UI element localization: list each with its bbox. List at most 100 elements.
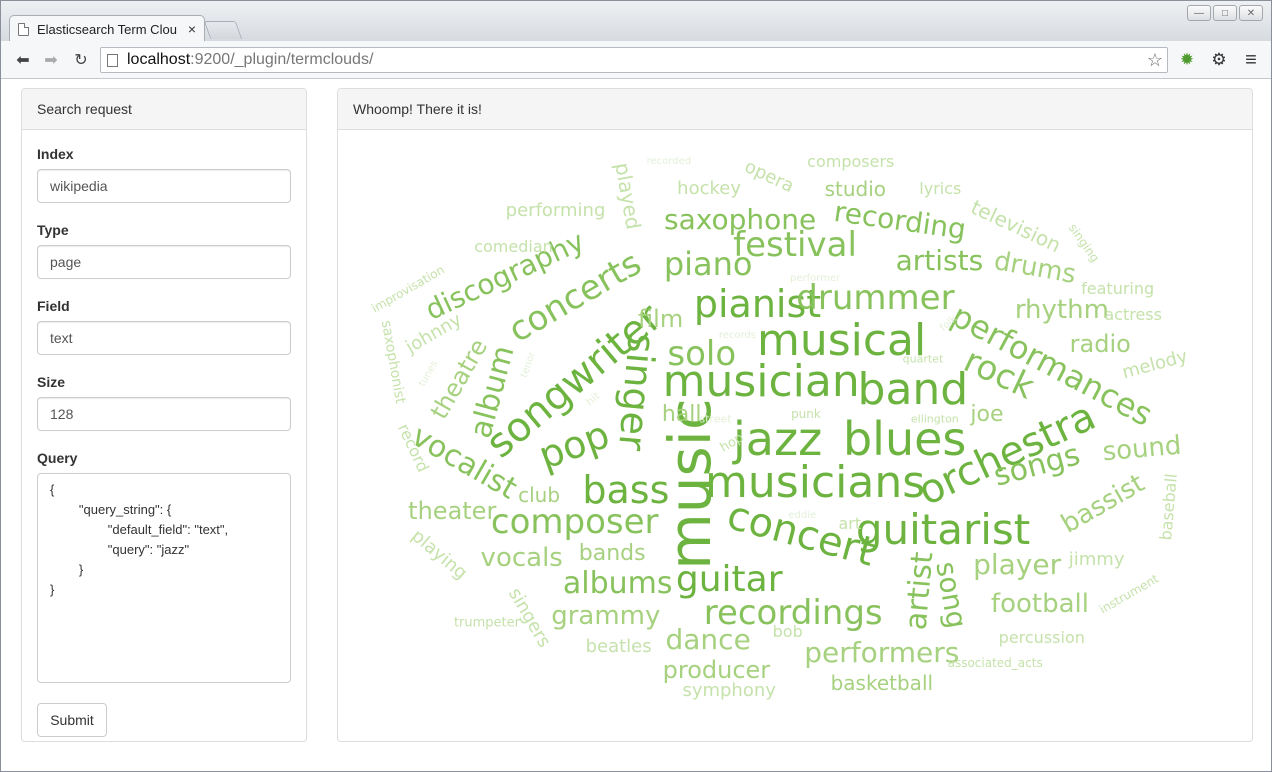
term-singer[interactable]: singer	[609, 331, 664, 452]
term-football[interactable]: football	[990, 589, 1089, 620]
term-quartet[interactable]: quartet	[902, 352, 944, 366]
term-comedian[interactable]: comedian	[474, 236, 553, 256]
back-arrow-icon[interactable]: ⬅	[16, 52, 30, 69]
term-bassist[interactable]: bassist	[1056, 468, 1150, 540]
maximize-button[interactable]: □	[1213, 5, 1237, 21]
term-basketball[interactable]: basketball	[830, 670, 934, 695]
term-jazz[interactable]: jazz	[732, 412, 823, 467]
tab-termclouds[interactable]: Elasticsearch Term Clou ×	[9, 15, 205, 42]
address-bar[interactable]: localhost:9200/_plugin/termclouds/ ☆	[100, 47, 1168, 73]
term-records[interactable]: records	[718, 329, 756, 341]
size-label: Size	[37, 374, 66, 390]
term-beatles[interactable]: beatles	[585, 635, 652, 657]
term-performer[interactable]: performer	[789, 273, 841, 285]
term-singing[interactable]: singing	[1065, 221, 1102, 265]
term-trumpeter[interactable]: trumpeter	[453, 615, 520, 631]
term-art[interactable]: art	[838, 514, 862, 534]
term-producer[interactable]: producer	[662, 656, 771, 685]
term-drums[interactable]: drums	[992, 246, 1079, 291]
term-recorded[interactable]: recorded	[646, 155, 692, 167]
term-festival[interactable]: festival	[733, 224, 857, 265]
term-baseball[interactable]: baseball	[1155, 472, 1181, 542]
index-label: Index	[37, 146, 74, 162]
term-lyrics[interactable]: lyrics	[919, 179, 962, 199]
term-symphony[interactable]: symphony	[682, 679, 776, 701]
term-percussion[interactable]: percussion	[998, 628, 1085, 648]
term-theater[interactable]: theater	[408, 497, 497, 526]
term-performing[interactable]: performing	[505, 200, 606, 222]
term-performers[interactable]: performers	[804, 636, 960, 670]
term-bands[interactable]: bands	[578, 541, 646, 567]
term-recordings[interactable]: recordings	[703, 592, 883, 633]
reload-icon[interactable]: ↻	[74, 52, 88, 69]
menu-icon[interactable]: ≡	[1245, 48, 1257, 71]
term-guitarist[interactable]: guitarist	[855, 504, 1031, 554]
new-tab-button[interactable]	[203, 21, 243, 39]
term-composers[interactable]: composers	[807, 151, 895, 171]
size-input[interactable]	[37, 397, 291, 431]
term-guitar[interactable]: guitar	[675, 558, 783, 600]
term-musician[interactable]: musician	[662, 355, 860, 407]
forward-arrow-icon[interactable]: ➡	[44, 52, 58, 69]
term-hall[interactable]: hall	[661, 401, 702, 427]
term-saxophonist[interactable]: saxophonist	[377, 319, 409, 406]
term-musical[interactable]: musical	[756, 315, 927, 367]
tab-close-icon[interactable]: ×	[187, 21, 196, 37]
term-tunes[interactable]: tunes	[417, 359, 441, 390]
term-rhythm[interactable]: rhythm	[1014, 294, 1109, 325]
term-jimmy[interactable]: jimmy	[1068, 549, 1125, 571]
term-melody[interactable]: melody	[1120, 345, 1190, 383]
term-eddie[interactable]: eddie	[788, 510, 817, 522]
term-tenor[interactable]: tenor	[518, 350, 539, 380]
term-featuring[interactable]: featuring	[1081, 278, 1155, 298]
term-musicians[interactable]: musicians	[705, 457, 926, 509]
term-radio[interactable]: radio	[1069, 330, 1131, 359]
query-label: Query	[37, 450, 78, 466]
type-input[interactable]	[37, 245, 291, 279]
term-drummer[interactable]: drummer	[796, 278, 955, 319]
term-song[interactable]: song	[929, 558, 974, 631]
term-ellington[interactable]: ellington	[910, 412, 959, 426]
term-saxophone[interactable]: saxophone	[664, 202, 817, 236]
close-window-button[interactable]: ✕	[1239, 5, 1263, 21]
term-film[interactable]: film	[638, 305, 684, 334]
term-blues[interactable]: blues	[842, 412, 967, 467]
minimize-button[interactable]: —	[1187, 5, 1211, 21]
field-input[interactable]	[37, 321, 291, 355]
term-sound[interactable]: sound	[1101, 430, 1183, 468]
term-hockey[interactable]: hockey	[677, 177, 741, 199]
term-opera[interactable]: opera	[741, 156, 798, 198]
gear-icon[interactable]: ⚙	[1211, 50, 1227, 69]
term-club[interactable]: club	[518, 482, 561, 507]
term-vocals[interactable]: vocals	[480, 543, 563, 574]
term-street[interactable]: street	[699, 412, 732, 426]
type-label: Type	[37, 222, 69, 238]
term-joe[interactable]: joe	[970, 401, 1004, 427]
query-textarea[interactable]: { "query_string": { "default_field": "te…	[37, 473, 291, 683]
term-grammy[interactable]: grammy	[551, 601, 661, 632]
submit-button[interactable]: Submit	[37, 703, 107, 737]
bookmark-star-icon[interactable]: ☆	[1146, 50, 1163, 70]
term-piano[interactable]: piano	[663, 245, 753, 284]
term-played[interactable]: played	[610, 160, 646, 232]
term-band[interactable]: band	[857, 363, 969, 415]
term-player[interactable]: player	[973, 548, 1062, 582]
term-playing[interactable]: playing	[407, 525, 472, 585]
term-studio[interactable]: studio	[824, 177, 887, 202]
term-punk[interactable]: punk	[791, 407, 821, 422]
term-bob[interactable]: bob	[772, 621, 803, 641]
term-albums[interactable]: albums	[562, 565, 673, 601]
term-bass[interactable]: bass	[582, 467, 670, 512]
term-dance[interactable]: dance	[665, 622, 751, 656]
term-composer[interactable]: composer	[490, 501, 659, 542]
extension-icon[interactable]: ✹	[1179, 50, 1195, 69]
term-artists[interactable]: artists	[895, 243, 984, 277]
term-pianist[interactable]: pianist	[693, 282, 822, 327]
term-solo[interactable]: solo	[667, 334, 737, 375]
index-input[interactable]	[37, 169, 291, 203]
title-bar: Elasticsearch Term Clou × — □ ✕	[1, 1, 1271, 42]
term-associated-acts[interactable]: associated_acts	[947, 656, 1043, 671]
page-icon	[18, 22, 29, 36]
term-instrument[interactable]: instrument	[1096, 571, 1161, 617]
term-actress[interactable]: actress	[1104, 305, 1162, 325]
